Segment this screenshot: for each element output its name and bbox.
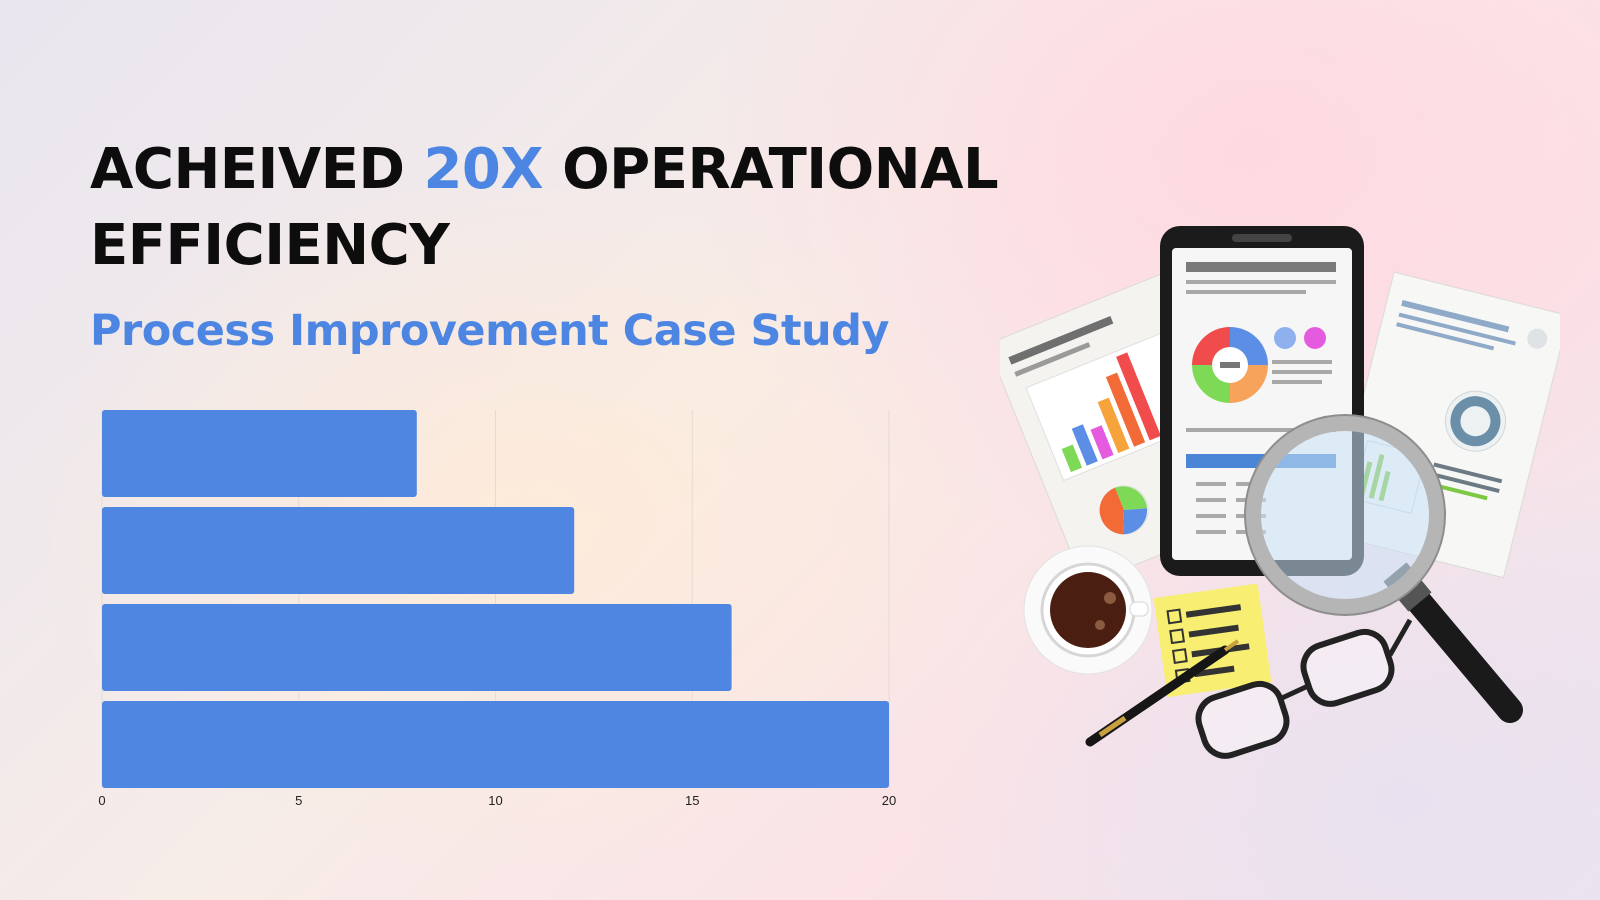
chart-x-axis: 0 5 10 15 20 <box>98 793 896 808</box>
bar <box>102 604 732 691</box>
x-tick-label: 10 <box>488 793 502 808</box>
bar-chart: 0 5 10 15 20 <box>98 410 896 808</box>
eyeglasses-icon <box>1195 618 1413 759</box>
headline-accent: 20X <box>423 137 544 202</box>
bar <box>102 507 575 594</box>
x-tick-label: 15 <box>685 793 699 808</box>
bar <box>102 701 889 788</box>
headline: ACHEIVED 20X OPERATIONAL EFFICIENCY <box>90 132 999 284</box>
x-tick-label: 0 <box>98 793 105 808</box>
magnifying-glass-icon <box>1244 414 1523 723</box>
bar <box>102 410 417 497</box>
coffee-cup-icon <box>1023 545 1153 675</box>
pen-icon <box>1085 639 1240 747</box>
x-tick-label: 20 <box>882 793 896 808</box>
headline-part2: OPERATIONAL <box>543 137 999 202</box>
sticky-checklist-icon <box>1153 583 1272 698</box>
x-tick-label: 5 <box>295 793 302 808</box>
headline-part1: ACHEIVED <box>90 137 424 202</box>
headline-line2: EFFICIENCY <box>90 213 450 278</box>
chart-bars <box>102 410 889 788</box>
office-illustration <box>1000 226 1560 759</box>
subtitle: Process Improvement Case Study <box>90 306 889 356</box>
